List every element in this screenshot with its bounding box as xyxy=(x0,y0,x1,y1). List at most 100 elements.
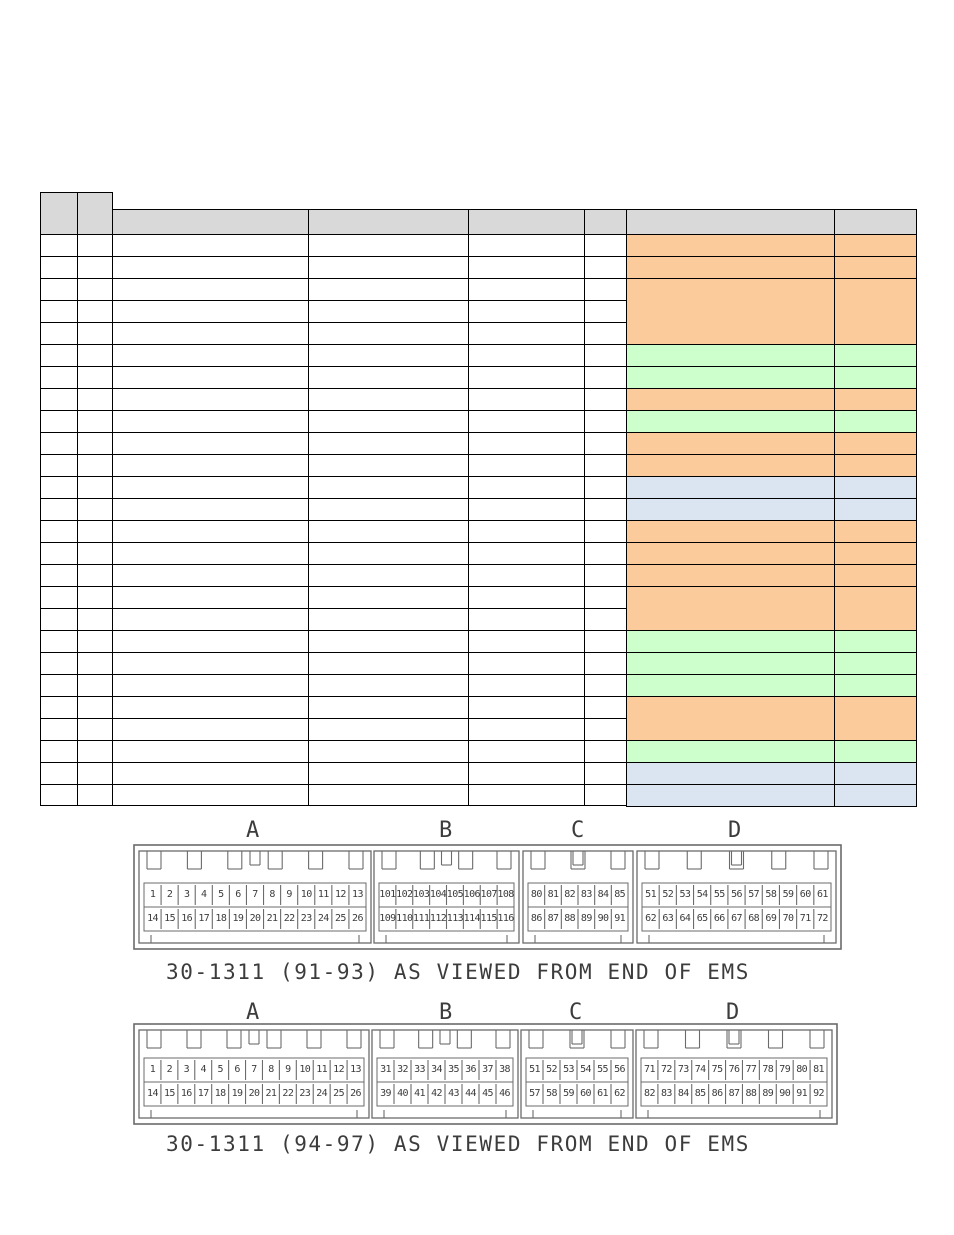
pin-number: 32 xyxy=(397,1064,408,1075)
pin-number: 80 xyxy=(796,1064,808,1075)
pin-number: 9 xyxy=(286,889,292,900)
pin-number: 110 xyxy=(396,913,413,924)
orange-status-cell xyxy=(834,586,917,631)
pin-number: 8 xyxy=(269,889,275,900)
pin-number: 58 xyxy=(765,889,777,900)
blue-status-cell xyxy=(626,476,835,499)
table-row xyxy=(40,586,916,608)
table-cell xyxy=(584,674,626,696)
green-status-cell xyxy=(626,740,835,763)
table-cell xyxy=(308,256,468,278)
table-cell xyxy=(584,740,626,762)
table-cell xyxy=(112,476,308,498)
table-cell xyxy=(584,630,626,652)
table-cell xyxy=(112,454,308,476)
pin-number: 107 xyxy=(480,889,498,900)
table-cell xyxy=(77,586,112,608)
table-cell xyxy=(584,652,626,674)
table-cell xyxy=(584,476,626,498)
pin-number: 105 xyxy=(446,889,464,900)
pin-number: 76 xyxy=(728,1064,740,1075)
table-cell xyxy=(40,542,77,564)
orange-status-cell xyxy=(626,454,835,477)
table-cell xyxy=(308,630,468,652)
table-cell xyxy=(308,278,468,300)
table-cell xyxy=(468,366,584,388)
pin-number: 26 xyxy=(350,1088,361,1099)
table-cell xyxy=(40,652,77,674)
table-cell xyxy=(468,344,584,366)
table-cell xyxy=(468,652,584,674)
pin-number: 60 xyxy=(580,1088,591,1099)
pin-number: 61 xyxy=(597,1088,608,1099)
pin-number: 38 xyxy=(499,1064,510,1075)
table-row xyxy=(40,740,916,762)
table-cell xyxy=(584,432,626,454)
orange-status-cell xyxy=(626,388,835,411)
table-cell xyxy=(308,454,468,476)
pin-number: 62 xyxy=(645,913,656,924)
pin-number: 108 xyxy=(497,889,514,900)
pin-number: 12 xyxy=(333,1064,345,1075)
pin-number: 88 xyxy=(745,1088,757,1099)
pin-number: 54 xyxy=(696,889,708,900)
table-cell xyxy=(77,300,112,322)
table-cell xyxy=(77,498,112,520)
table-cell xyxy=(112,674,308,696)
table-cell xyxy=(308,718,468,740)
header-cell xyxy=(308,209,469,235)
header-cell xyxy=(112,209,309,235)
pin-number: 13 xyxy=(350,1064,361,1075)
pin-number: 24 xyxy=(317,913,329,924)
table-row xyxy=(40,476,916,498)
table-cell xyxy=(112,630,308,652)
table-row xyxy=(40,234,916,256)
pin-number: 55 xyxy=(597,1064,608,1075)
pin-number: 17 xyxy=(198,913,210,924)
pin-number: 3 xyxy=(183,1064,190,1075)
orange-status-cell xyxy=(626,520,835,543)
table-cell xyxy=(584,608,626,630)
pin-number: 16 xyxy=(180,1088,192,1099)
green-status-cell xyxy=(626,366,835,389)
table-cell xyxy=(40,498,77,520)
table-cell xyxy=(40,740,77,762)
table-cell xyxy=(584,278,626,300)
pin-number: 5 xyxy=(218,889,224,900)
pin-number: 91 xyxy=(796,1088,808,1099)
orange-status-cell xyxy=(626,234,835,257)
table-cell xyxy=(308,300,468,322)
table-cell xyxy=(112,564,308,586)
connector-diagram-94-97: 1 2 3 4 5 6 7 8 9 10 11 12 13 14 15 16 17 18 19 20 21 22 23 24 2… xyxy=(0,1000,954,1165)
pin-number: 81 xyxy=(813,1064,824,1075)
green-status-cell xyxy=(834,674,917,697)
table-row xyxy=(40,630,916,652)
table-row xyxy=(40,278,916,300)
table-row xyxy=(40,366,916,388)
pin-number: 43 xyxy=(448,1088,459,1099)
table-cell xyxy=(40,476,77,498)
pin-number: 75 xyxy=(711,1064,723,1075)
pin-number: 52 xyxy=(546,1064,557,1075)
pin-number: 66 xyxy=(713,913,725,924)
pin-number: 5 xyxy=(217,1064,223,1075)
connector-outline xyxy=(133,844,842,950)
table-cell xyxy=(112,300,308,322)
table-cell xyxy=(40,322,77,344)
pin-number: 102 xyxy=(396,889,413,900)
orange-status-cell xyxy=(626,586,835,631)
table-cell xyxy=(468,454,584,476)
table-cell xyxy=(584,366,626,388)
pin-number: 58 xyxy=(546,1088,557,1099)
table-cell xyxy=(112,740,308,762)
table-cell xyxy=(308,652,468,674)
table-cell xyxy=(468,234,584,256)
pin-number: 45 xyxy=(482,1088,493,1099)
orange-status-cell xyxy=(626,564,835,587)
table-cell xyxy=(468,586,584,608)
table-cell xyxy=(468,542,584,564)
pin-number: 9 xyxy=(285,1064,291,1075)
table-cell xyxy=(584,520,626,542)
pin-number: 6 xyxy=(235,889,241,900)
table-cell xyxy=(40,674,77,696)
